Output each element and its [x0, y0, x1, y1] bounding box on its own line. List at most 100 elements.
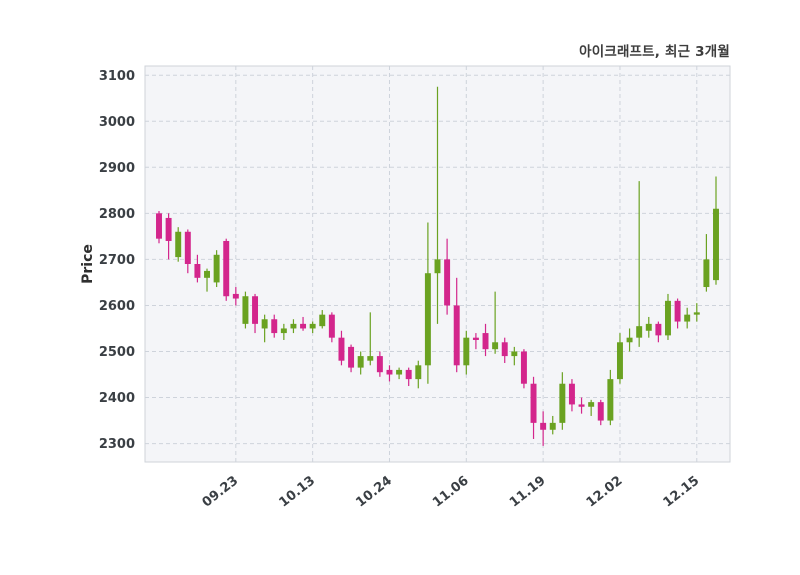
- candle: [482, 323, 489, 357]
- candle-body: [453, 305, 460, 366]
- y-tick-label: 2800: [99, 207, 135, 222]
- candle-body: [530, 383, 537, 423]
- candle-body: [252, 296, 259, 324]
- candle-body: [626, 337, 633, 343]
- candle-body: [588, 402, 595, 407]
- candle-body: [655, 323, 662, 336]
- candle-body: [434, 259, 441, 274]
- candle-body: [703, 259, 710, 288]
- candle: [453, 277, 460, 373]
- candle: [290, 319, 297, 334]
- y-tick-label: 3000: [99, 115, 135, 130]
- y-tick-label: 2400: [99, 391, 135, 406]
- candle-body: [607, 379, 614, 421]
- candle-body: [204, 270, 210, 278]
- candle: [300, 316, 307, 331]
- candle-body: [492, 342, 499, 350]
- candle: [348, 344, 355, 373]
- candle: [655, 321, 662, 343]
- candle: [415, 360, 422, 389]
- candle-body: [338, 337, 345, 361]
- candle-body: [665, 300, 671, 336]
- candle: [280, 323, 287, 340]
- candle-body: [300, 323, 307, 329]
- candle: [597, 399, 604, 426]
- candle-body: [184, 231, 191, 264]
- candle: [165, 213, 172, 260]
- candle: [261, 314, 268, 343]
- candle-body: [309, 323, 316, 329]
- candle-body: [271, 319, 278, 334]
- candle: [520, 349, 527, 389]
- candle: [376, 351, 383, 377]
- candle-body: [549, 422, 556, 430]
- candle: [472, 333, 479, 350]
- y-tick-label: 2900: [99, 161, 135, 176]
- candle-body: [463, 337, 470, 366]
- candle: [568, 379, 575, 412]
- candle-body: [348, 346, 355, 368]
- candle-body: [232, 293, 239, 299]
- y-tick-label: 3100: [99, 69, 135, 84]
- candle: [405, 367, 412, 387]
- candle-body: [501, 342, 508, 357]
- chart-title: 아이크래프트, 최근 3개월: [579, 44, 730, 60]
- candle-body: [290, 323, 297, 329]
- candle: [367, 312, 374, 366]
- candle-body: [540, 422, 547, 430]
- candle: [338, 330, 345, 366]
- x-tick-label: 11.06: [430, 473, 472, 510]
- candle-body: [386, 369, 393, 375]
- candle-body: [165, 217, 172, 241]
- candle-body: [568, 383, 575, 405]
- candle-body: [242, 296, 249, 324]
- candle-body: [328, 314, 335, 338]
- candle: [386, 365, 393, 382]
- candle-body: [578, 404, 585, 407]
- candle-body: [405, 369, 412, 380]
- candle-body: [424, 273, 431, 366]
- candle: [194, 254, 201, 283]
- candle-body: [713, 208, 719, 281]
- candle: [684, 307, 691, 329]
- plot-border: [144, 65, 731, 463]
- x-tick-label: 11.19: [507, 473, 549, 510]
- candle: [607, 369, 614, 426]
- candle: [665, 293, 671, 340]
- candle: [540, 411, 547, 446]
- x-tick-label: 12.02: [584, 473, 626, 510]
- candle: [444, 238, 451, 315]
- candle-body: [597, 402, 604, 421]
- candle-body: [472, 337, 479, 340]
- candle: [463, 330, 470, 375]
- candle-body: [156, 213, 162, 239]
- candle-body: [280, 328, 287, 334]
- candle-body: [645, 323, 652, 331]
- candle: [636, 181, 643, 347]
- candle: [674, 298, 681, 329]
- candle-body: [213, 254, 220, 283]
- x-tick-label: 10.24: [353, 473, 395, 510]
- candle-body: [684, 314, 691, 322]
- candle: [578, 397, 585, 414]
- candle: [319, 310, 326, 329]
- candle: [645, 316, 652, 338]
- candle: [396, 367, 403, 380]
- candle: [559, 372, 566, 430]
- y-tick-label: 2500: [99, 345, 135, 360]
- candle: [175, 227, 182, 262]
- y-tick-label: 2600: [99, 299, 135, 314]
- candle-body: [444, 259, 451, 306]
- candle-body: [367, 356, 374, 361]
- candle-body: [636, 326, 643, 338]
- candle: [223, 238, 230, 301]
- candle-body: [674, 300, 681, 322]
- candle-body: [319, 314, 326, 327]
- y-tick-label: 2300: [99, 437, 135, 452]
- candle-body: [520, 351, 527, 384]
- candle: [434, 86, 441, 324]
- x-tick-label: 12.15: [661, 473, 703, 510]
- candle-body: [261, 319, 268, 329]
